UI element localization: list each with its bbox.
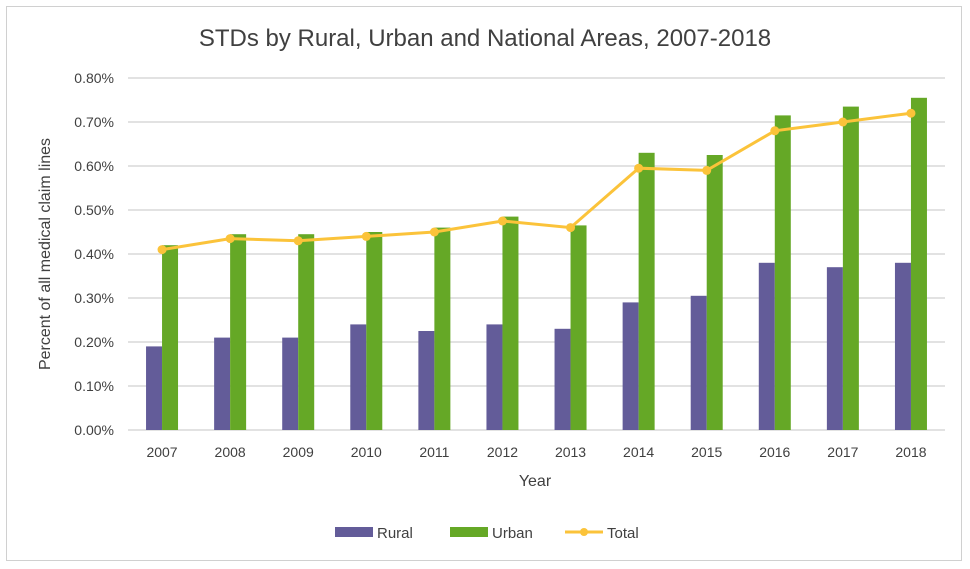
point-total [906, 108, 916, 118]
bar-rural [486, 324, 503, 430]
legend-swatch-urban [450, 527, 488, 537]
point-total [634, 163, 644, 173]
y-tick-label: 0.50% [74, 202, 114, 218]
bar-urban [366, 232, 383, 430]
bar-rural [758, 262, 775, 430]
y-tick-label: 0.80% [74, 70, 114, 86]
bar-rural [690, 295, 707, 430]
point-total [157, 245, 167, 255]
point-total [225, 234, 235, 244]
point-total [702, 165, 712, 175]
y-tick-label: 0.00% [74, 422, 114, 438]
x-tick-label: 2016 [759, 444, 790, 460]
y-tick-label: 0.40% [74, 246, 114, 262]
bar-rural [282, 337, 299, 430]
x-tick-label: 2010 [351, 444, 382, 460]
bar-urban [774, 115, 791, 431]
x-tick-label: 2008 [215, 444, 246, 460]
bar-rural [894, 262, 911, 430]
chart-title: STDs by Rural, Urban and National Areas,… [199, 25, 771, 52]
x-tick-label: 2009 [283, 444, 314, 460]
bar-rural [418, 331, 435, 430]
bar-urban [706, 155, 723, 430]
y-tick-label: 0.20% [74, 334, 114, 350]
x-tick-label: 2018 [895, 444, 926, 460]
legend-marker-total [580, 528, 588, 536]
y-tick-label: 0.30% [74, 290, 114, 306]
y-tick-label: 0.60% [74, 158, 114, 174]
legend-swatch-rural [335, 527, 373, 537]
point-total [429, 227, 439, 237]
x-tick-label: 2017 [827, 444, 858, 460]
x-tick-label: 2012 [487, 444, 518, 460]
legend-label-total: Total [607, 525, 639, 542]
y-tick-label: 0.10% [74, 378, 114, 394]
bar-urban [502, 216, 519, 430]
bar-urban [910, 97, 927, 431]
x-tick-label: 2014 [623, 444, 654, 460]
bar-rural [622, 302, 639, 430]
bar-urban [162, 245, 179, 430]
y-axis-label: Percent of all medical claim lines [37, 138, 54, 370]
line-total [161, 111, 912, 252]
bar-urban [434, 227, 451, 430]
bar-urban [230, 234, 247, 430]
y-tick-label: 0.70% [74, 114, 114, 130]
bar-urban [842, 106, 859, 430]
bar-rural [554, 328, 571, 430]
legend-label-urban: Urban [492, 525, 533, 542]
bar-rural [146, 346, 163, 430]
x-axis-label: Year [519, 473, 552, 490]
bar-urban [298, 234, 315, 430]
point-total [361, 231, 371, 241]
point-total [838, 117, 848, 127]
x-tick-label: 2007 [146, 444, 177, 460]
bar-rural [214, 337, 231, 430]
point-total [293, 236, 303, 246]
bar-urban [570, 225, 587, 430]
point-total [566, 223, 576, 233]
bar-urban [638, 152, 655, 431]
x-tick-label: 2015 [691, 444, 722, 460]
bar-rural [826, 267, 843, 430]
x-tick-label: 2011 [419, 444, 449, 460]
x-tick-label: 2013 [555, 444, 586, 460]
point-total [497, 216, 507, 226]
legend-label-rural: Rural [377, 525, 413, 542]
chart-frame [6, 6, 962, 561]
point-total [770, 126, 780, 136]
bar-rural [350, 324, 367, 430]
